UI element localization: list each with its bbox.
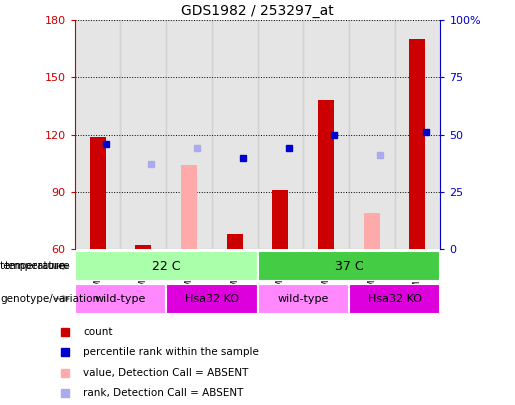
Bar xyxy=(75,284,166,314)
Bar xyxy=(135,245,151,249)
Bar xyxy=(121,20,166,249)
Bar xyxy=(166,284,258,314)
Text: wild-type: wild-type xyxy=(95,294,146,304)
Text: rank, Detection Call = ABSENT: rank, Detection Call = ABSENT xyxy=(83,388,244,398)
Text: 37 C: 37 C xyxy=(335,260,363,273)
Bar xyxy=(75,20,121,249)
Text: Hsa32 KO: Hsa32 KO xyxy=(185,294,239,304)
Bar xyxy=(272,190,288,249)
Text: percentile rank within the sample: percentile rank within the sample xyxy=(83,347,259,357)
Text: value, Detection Call = ABSENT: value, Detection Call = ABSENT xyxy=(83,368,249,377)
Bar xyxy=(409,39,425,249)
Bar xyxy=(394,20,440,249)
Bar xyxy=(349,284,440,314)
Text: 22 C: 22 C xyxy=(152,260,180,273)
Bar xyxy=(258,251,440,281)
Text: wild-type: wild-type xyxy=(278,294,329,304)
Title: GDS1982 / 253297_at: GDS1982 / 253297_at xyxy=(181,4,334,18)
Bar xyxy=(212,20,258,249)
Text: Hsa32 KO: Hsa32 KO xyxy=(368,294,422,304)
Bar xyxy=(258,20,303,249)
Bar xyxy=(303,20,349,249)
Bar xyxy=(364,213,380,249)
Text: genotype/variation: genotype/variation xyxy=(0,294,99,304)
Bar xyxy=(166,20,212,249)
Bar xyxy=(75,251,258,281)
Bar xyxy=(349,20,394,249)
Text: count: count xyxy=(83,327,113,337)
Bar xyxy=(181,165,197,249)
Text: temperature: temperature xyxy=(5,261,71,271)
Bar xyxy=(227,234,243,249)
Text: temperature: temperature xyxy=(0,261,65,271)
Bar xyxy=(318,100,334,249)
Bar xyxy=(258,284,349,314)
Bar xyxy=(90,136,106,249)
